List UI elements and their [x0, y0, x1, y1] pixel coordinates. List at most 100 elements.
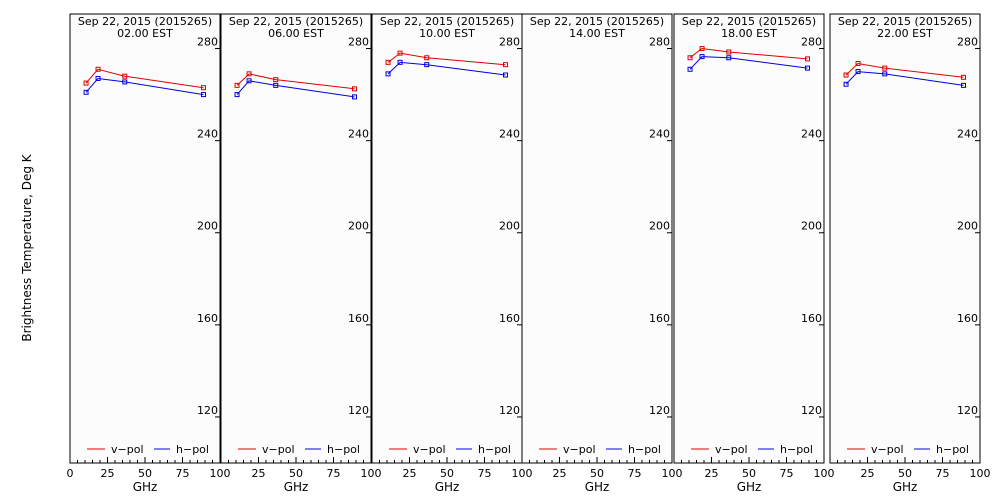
panel-time: 14.00 EST	[569, 27, 625, 40]
series-line-h-pol	[85, 77, 204, 96]
x-tick-label: 100	[210, 467, 231, 480]
x-axis-label: GHz	[737, 480, 762, 494]
x-tick-label: 50	[742, 467, 756, 480]
data-point-v-pol	[726, 49, 732, 55]
y-tick-label: 120	[197, 404, 218, 417]
panel-time: 06.00 EST	[268, 27, 324, 40]
y-tick-label: 280	[197, 36, 218, 49]
data-point-h-pol	[397, 59, 403, 65]
series-line-v-pol	[85, 68, 204, 89]
y-tick-label: 160	[957, 312, 978, 325]
x-axis-label: GHz	[435, 480, 460, 494]
y-tick-label: 240	[348, 128, 369, 141]
x-tick-label: 25	[252, 467, 266, 480]
x-tick-label: 100	[361, 467, 382, 480]
data-point-v-pol	[843, 72, 849, 78]
x-tick-label: 75	[327, 467, 341, 480]
data-point-h-pol	[699, 54, 705, 60]
y-tick-label: 120	[801, 404, 822, 417]
x-tick-label: 75	[936, 467, 950, 480]
data-point-h-pol	[122, 79, 128, 85]
x-tick-label: 100	[970, 467, 991, 480]
data-point-h-pol	[843, 81, 849, 87]
data-point-v-pol	[503, 62, 508, 68]
series-line-h-pol	[689, 56, 808, 70]
data-point-h-pol	[201, 92, 206, 98]
series-line-v-pol	[387, 52, 506, 66]
panel-title: Sep 22, 2015 (2015265)	[380, 15, 514, 28]
x-tick-label: 100	[814, 467, 835, 480]
data-point-v-pol	[273, 77, 279, 83]
x-axis-label: GHz	[585, 480, 610, 494]
data-point-h-pol	[961, 82, 966, 88]
series-line-v-pol	[689, 47, 808, 60]
y-tick-label: 240	[957, 128, 978, 141]
legend-label-v-pol: v−pol	[262, 443, 295, 456]
data-point-h-pol	[246, 78, 252, 84]
panel-4: Sep 22, 2015 (2015265)14.00 EST 120 160 200…	[521, 13, 683, 494]
series-line-h-pol	[387, 61, 506, 76]
x-tick-label: 100	[662, 467, 683, 480]
x-tick-label: 50	[440, 467, 454, 480]
data-point-v-pol	[687, 55, 693, 61]
x-tick-label: 100	[512, 467, 533, 480]
y-tick-label: 240	[197, 128, 218, 141]
y-tick-label: 280	[649, 36, 670, 49]
y-tick-label: 240	[499, 128, 520, 141]
legend-label-v-pol: v−pol	[715, 443, 748, 456]
legend-label-h-pol: h−pol	[176, 443, 209, 456]
data-point-v-pol	[201, 85, 206, 91]
legend-label-h-pol: h−pol	[628, 443, 661, 456]
y-tick-label: 160	[499, 312, 520, 325]
panel-5: Sep 22, 2015 (2015265)18.00 EST 120 160 200…	[673, 13, 835, 494]
series-line-h-pol	[845, 71, 964, 86]
x-tick-label: 50	[289, 467, 303, 480]
x-axis-label: GHz	[893, 480, 918, 494]
data-point-h-pol	[855, 69, 861, 75]
x-tick-label: 25	[861, 467, 875, 480]
legend-label-v-pol: v−pol	[563, 443, 596, 456]
y-tick-label: 160	[197, 312, 218, 325]
y-tick-label: 280	[801, 36, 822, 49]
y-tick-label: 200	[801, 220, 822, 233]
panels: Sep 22, 2015 (2015265) 02.00 EST 120 160 200…	[67, 13, 991, 494]
data-point-h-pol	[882, 71, 888, 77]
panel-1: Sep 22, 2015 (2015265)02.00 EST 120 160 200…	[67, 13, 231, 494]
x-tick-label: 0	[67, 467, 74, 480]
x-axis-label: GHz	[133, 480, 158, 494]
x-tick-label: 50	[590, 467, 604, 480]
panel-2: Sep 22, 2015 (2015265)06.00 EST 120 160 200…	[220, 13, 382, 494]
data-point-h-pol	[385, 71, 391, 77]
data-point-h-pol	[273, 82, 279, 88]
y-tick-label: 200	[348, 220, 369, 233]
legend-label-h-pol: h−pol	[936, 443, 969, 456]
panel-3: Sep 22, 2015 (2015265)10.00 EST 120 160 200…	[371, 13, 533, 494]
data-point-v-pol	[83, 80, 89, 86]
legend-label-v-pol: v−pol	[111, 443, 144, 456]
x-tick-label: 75	[780, 467, 794, 480]
y-tick-label: 200	[649, 220, 670, 233]
data-point-v-pol	[397, 50, 403, 56]
panel-title: Sep 22, 2015 (2015265)	[838, 15, 972, 28]
data-point-h-pol	[424, 62, 430, 68]
panel-time: 18.00 EST	[721, 27, 777, 40]
x-tick-label: 50	[138, 467, 152, 480]
data-point-v-pol	[122, 73, 128, 79]
data-point-v-pol	[855, 61, 861, 67]
data-point-v-pol	[234, 82, 240, 88]
x-tick-label: 25	[553, 467, 567, 480]
x-tick-label: 75	[176, 467, 190, 480]
panel-time: 10.00 EST	[419, 27, 475, 40]
data-point-h-pol	[83, 89, 89, 95]
x-tick-label: 50	[898, 467, 912, 480]
panel-time: 02.00 EST	[117, 27, 173, 40]
panel-frame	[69, 13, 221, 464]
x-axis-label: GHz	[284, 480, 309, 494]
panel-title: Sep 22, 2015 (2015265)	[682, 15, 816, 28]
x-tick-label: 25	[403, 467, 417, 480]
panel-frame	[829, 13, 981, 464]
data-point-h-pol	[352, 94, 357, 100]
y-tick-label: 200	[957, 220, 978, 233]
panel-frame	[371, 13, 523, 464]
